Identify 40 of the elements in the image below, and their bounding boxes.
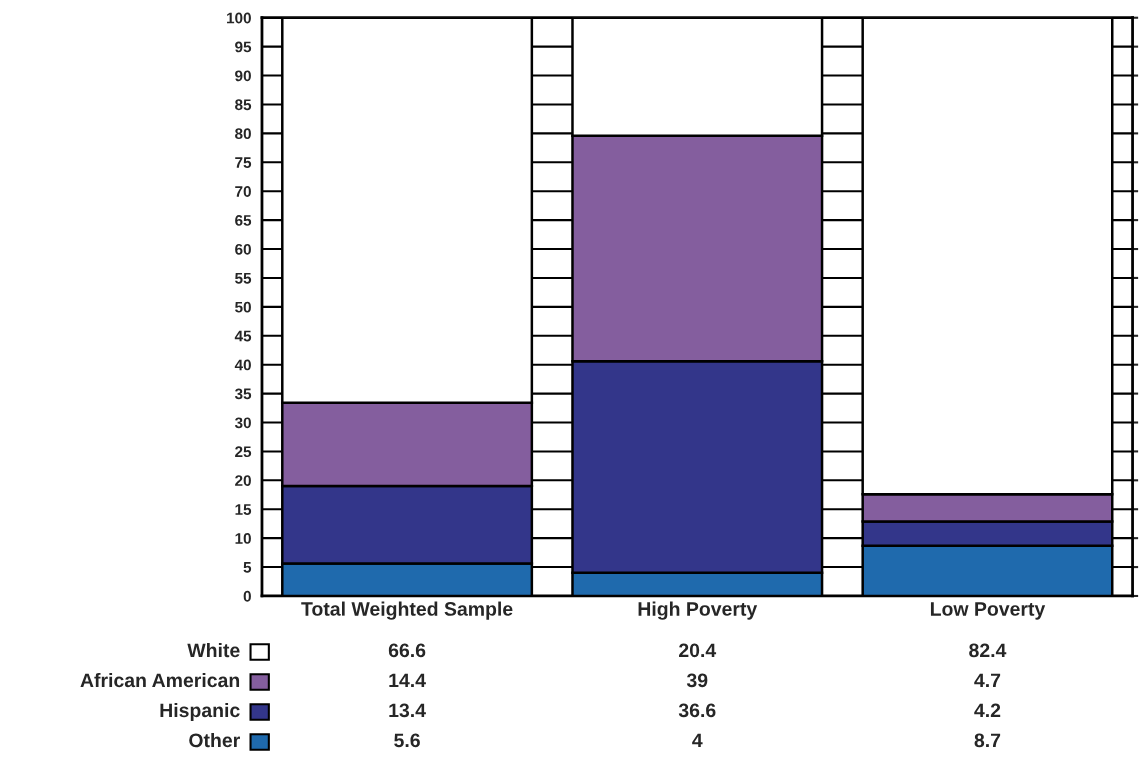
data-label: 8.7 bbox=[974, 733, 1001, 748]
y-tick-label: 55 bbox=[235, 272, 252, 284]
data-label: 4.7 bbox=[974, 673, 1001, 688]
y-tick-label: 95 bbox=[235, 41, 252, 53]
y-tick-label: 60 bbox=[235, 243, 251, 255]
y-tick-label: 45 bbox=[234, 330, 252, 342]
x-tick-label: High Poverty bbox=[638, 601, 758, 620]
data-label: 14.4 bbox=[389, 673, 426, 688]
y-tick-label: 30 bbox=[234, 417, 251, 429]
data-label: 4 bbox=[692, 733, 703, 748]
y-tick-label: 65 bbox=[235, 214, 252, 226]
y-tick-label: 15 bbox=[235, 504, 252, 515]
x-tick-label: Total Weighted Sample bbox=[301, 601, 513, 620]
data-label: 20.4 bbox=[679, 643, 717, 658]
y-tick-label: 100 bbox=[227, 12, 251, 24]
y-tick-label: 35 bbox=[234, 388, 252, 400]
y-tick-label: 80 bbox=[235, 128, 251, 140]
data-label: 39 bbox=[686, 673, 708, 688]
y-tick-label: 70 bbox=[235, 186, 251, 197]
y-tick-label: 5 bbox=[243, 562, 252, 573]
y-tick-label: 10 bbox=[235, 533, 251, 544]
legend-label: White bbox=[187, 642, 240, 658]
y-tick-label: 25 bbox=[235, 446, 252, 458]
legend-label: Hispanic bbox=[160, 702, 240, 722]
y-tick-label: 90 bbox=[235, 70, 251, 82]
data-label: 82.4 bbox=[969, 643, 1007, 658]
data-label: 66.6 bbox=[388, 643, 426, 658]
y-tick-label: 40 bbox=[234, 359, 251, 371]
x-tick-label: Low Poverty bbox=[930, 602, 1046, 620]
y-tick-label: 85 bbox=[235, 99, 252, 111]
y-tick-label: 20 bbox=[235, 475, 251, 487]
y-tick-label: 75 bbox=[235, 157, 252, 168]
data-label: 4.2 bbox=[974, 703, 1001, 718]
data-label: 13.4 bbox=[389, 703, 426, 718]
y-tick-label: 50 bbox=[235, 301, 251, 313]
data-label: 36.6 bbox=[678, 703, 716, 718]
y-tick-label: 0 bbox=[243, 590, 251, 602]
legend-label: African American bbox=[80, 672, 240, 688]
data-label: 5.6 bbox=[394, 733, 420, 748]
legend-label: Other bbox=[189, 732, 240, 748]
